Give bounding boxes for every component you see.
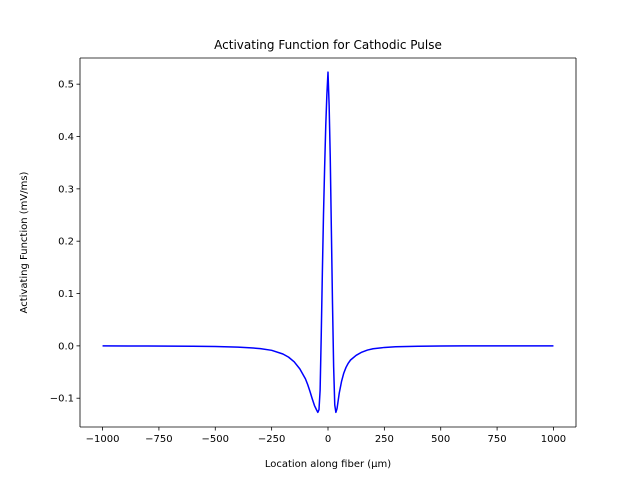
y-axis-label: Activating Function (mV/ms): [19, 171, 30, 313]
x-ticks: −1000 −750 −500 −250 0 250 500 750 1000: [86, 427, 566, 445]
y-tick-label: 0.2: [58, 237, 74, 248]
y-tick-label: 0.3: [58, 184, 74, 195]
y-tick-label: 0.4: [58, 132, 74, 143]
x-tick-label: −1000: [86, 434, 120, 445]
y-tick-label: 0.5: [58, 80, 74, 91]
x-tick-label: 750: [488, 434, 507, 445]
series-layer: [102, 71, 554, 414]
y-tick-label: 0.1: [58, 289, 74, 300]
x-tick-label: −250: [258, 434, 285, 445]
series-line-0: [102, 71, 554, 414]
y-ticks: −0.1 0.0 0.1 0.2 0.3 0.4 0.5: [50, 80, 80, 405]
x-tick-label: 250: [375, 434, 394, 445]
axes-layer: [79, 57, 577, 428]
x-tick-label: 1000: [541, 434, 566, 445]
x-axis-label: Location along fiber (μm): [265, 459, 391, 470]
y-tick-label: 0.0: [58, 341, 74, 352]
x-tick-label: −500: [202, 434, 229, 445]
chart-title: Activating Function for Cathodic Pulse: [214, 38, 442, 52]
x-tick-label: −750: [145, 434, 172, 445]
plot-area: [80, 58, 576, 427]
x-tick-label: 0: [325, 434, 331, 445]
x-tick-label: 500: [431, 434, 450, 445]
y-tick-label: −0.1: [50, 394, 74, 405]
